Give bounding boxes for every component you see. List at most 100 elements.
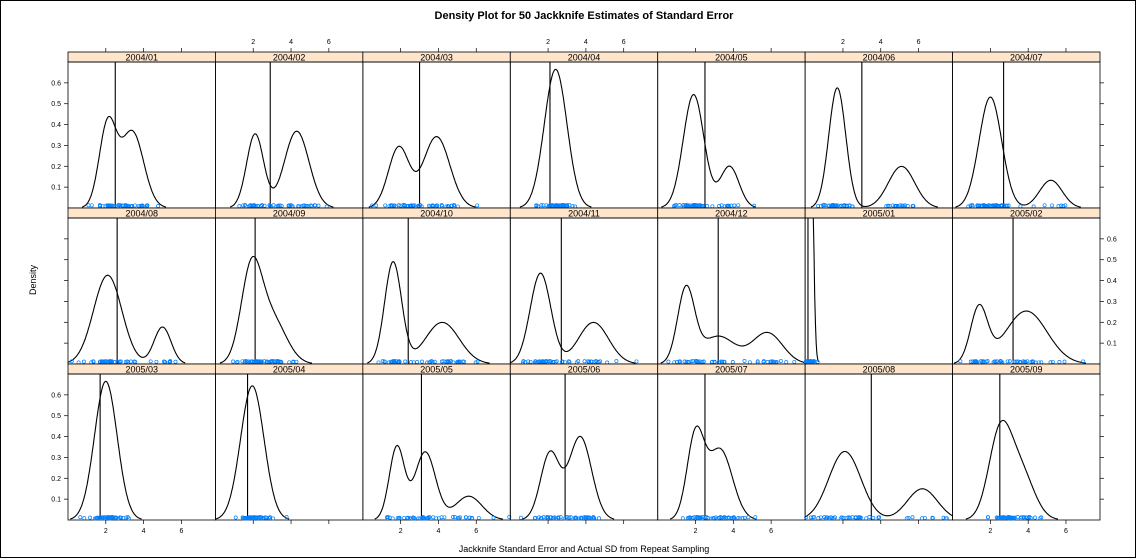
rug-point [173,359,178,364]
rug-point [412,516,417,521]
panel-box [67,217,216,365]
rug-point [97,516,102,521]
rug-point [316,203,321,208]
rug-point [689,359,694,364]
x-tick-label: 2 [251,39,255,46]
rug-point [1029,359,1034,364]
rug-point [614,359,619,364]
y-tick-label: 0.6 [1107,236,1117,243]
panel-strip-label: 2004/02 [273,53,306,63]
rug-point [910,515,915,520]
rug-point [1039,515,1044,520]
x-tick-label: 6 [474,528,478,535]
rug-point [1005,203,1010,208]
panel-strip-label: 2004/10 [420,209,453,219]
rug-point [811,359,816,364]
rug-point [451,515,455,519]
panel-box [657,373,806,521]
rug-point [591,516,596,520]
rug-point [684,359,689,364]
y-tick-label: 0.3 [51,455,61,462]
rug-point [853,515,858,520]
rug-point [720,515,724,520]
rug-point [91,359,96,364]
density-curve [510,272,636,364]
rug-point [871,515,876,520]
rug-point [256,515,261,520]
rug-point [556,515,561,520]
rug-point [382,359,387,364]
rug-point [402,515,407,520]
rug-point [491,515,496,520]
x-tick-label: 2 [841,39,845,46]
rug-point [717,204,722,208]
rug-point [568,515,573,520]
rug-point [1050,359,1055,364]
panel-box [215,61,364,209]
rug-point [92,516,97,521]
density-curve [215,385,290,520]
rug-point [833,515,837,520]
rug-point [106,515,110,520]
panel-box [67,373,216,521]
rug-point [807,359,812,364]
panel-strip-label: 2005/04 [273,365,306,375]
rug-point [996,516,1001,521]
rug-point [284,515,289,520]
rug-point [1000,515,1005,520]
rug-point [985,359,990,364]
rug-point [752,203,757,208]
rug-point [396,203,401,208]
density-curve [810,87,938,208]
rug-point [109,359,113,364]
rug-point [864,516,869,521]
rug-point [389,203,394,208]
rug-point [778,359,783,364]
rug-point [701,359,706,364]
density-curve [367,261,490,364]
rug-point [266,515,271,520]
panel-strip-label: 2004/07 [1010,53,1043,63]
panel-strip-label: 2005/01 [863,209,896,219]
rug-point [970,203,975,208]
rug-point [434,203,439,208]
x-tick-label: 6 [769,528,773,535]
y-tick-label: 0.1 [51,497,61,504]
panel-strip-label: 2004/04 [568,53,601,63]
rug-point [118,515,123,520]
rug-point [1015,515,1020,519]
panel-box [804,61,953,209]
rug-point [69,359,74,364]
rug-point [844,203,849,208]
panel-box [804,217,953,365]
rug-point [972,359,977,364]
rug-point [858,516,863,520]
rug-point [415,360,420,364]
rug-point [977,203,982,208]
rug-point [76,360,81,365]
rug-point [761,359,766,364]
x-tick-label: 6 [1064,528,1068,535]
panel-box [657,61,806,209]
rug-point [125,359,130,364]
rug-point [730,360,735,364]
rug-point [554,516,559,521]
rug-point [420,515,425,520]
panel-strip-label: 2005/06 [568,365,601,375]
rug-point [698,203,703,208]
rug-point [565,515,569,519]
rug-point [691,359,696,364]
rug-point [974,359,979,364]
rug-point [475,359,480,364]
rug-point [294,359,299,364]
rug-point [442,515,447,520]
rug-point [374,203,379,208]
rug-point [594,359,599,364]
rug-point [412,203,417,208]
rug-point [722,515,727,520]
x-tick-label: 6 [917,39,921,46]
y-axis-label: Density [28,264,38,295]
rug-point [534,203,539,208]
panel-box [362,217,511,365]
rug-point [240,359,245,364]
